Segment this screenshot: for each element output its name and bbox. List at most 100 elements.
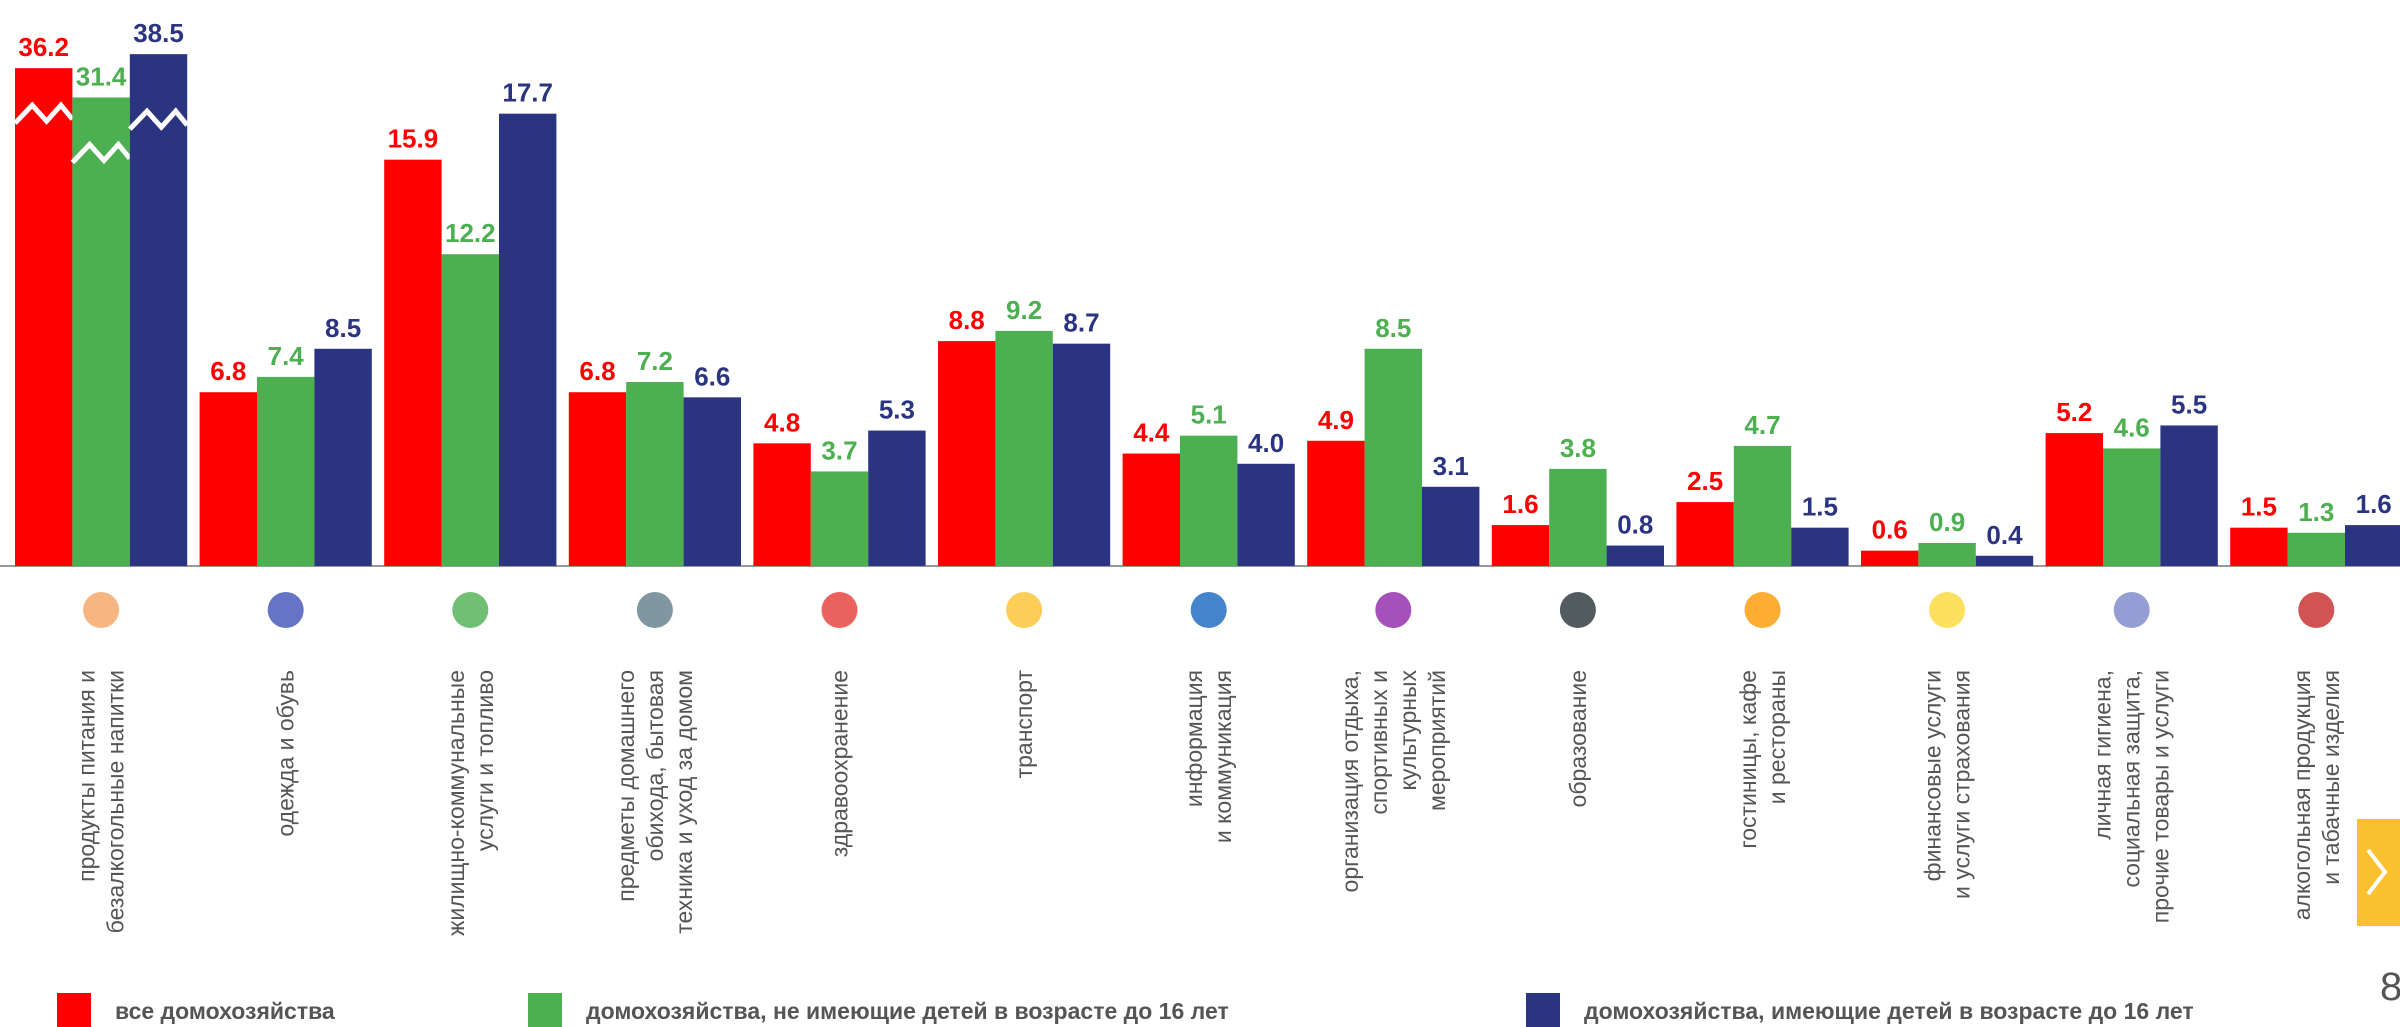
value-label: 1.6 xyxy=(1502,489,1538,519)
value-label: 3.8 xyxy=(1560,433,1596,463)
category-label: безалкогольные напитки xyxy=(103,670,129,933)
legend-swatch xyxy=(528,993,562,1027)
value-label: 8.7 xyxy=(1063,308,1099,338)
category-label: услуги и топливо xyxy=(472,670,498,851)
value-label: 3.1 xyxy=(1433,451,1469,481)
bar xyxy=(1734,446,1791,566)
category-label: алкогольная продукция xyxy=(2289,670,2315,920)
category-label: обихода, бытовая xyxy=(642,670,668,861)
category-label: и услуги страхования xyxy=(1949,670,1975,899)
value-label: 5.3 xyxy=(879,395,915,425)
category-label: предметы домашнего xyxy=(613,670,639,902)
category-label: и коммуникация xyxy=(1210,670,1236,843)
category-label: техника и уход за домом xyxy=(671,670,697,934)
value-label: 1.5 xyxy=(2241,492,2277,522)
value-label: 6.6 xyxy=(694,361,730,391)
nav-arrow-box[interactable] xyxy=(2357,819,2400,926)
value-label: 0.4 xyxy=(1986,520,2023,550)
value-label: 7.4 xyxy=(268,341,305,371)
value-label: 15.9 xyxy=(388,124,439,154)
value-label: 7.2 xyxy=(637,346,673,376)
bar xyxy=(2288,533,2345,566)
bar xyxy=(1861,551,1918,566)
category-icon xyxy=(452,592,488,628)
value-label: 17.7 xyxy=(502,78,553,108)
bar xyxy=(1237,464,1294,566)
bar xyxy=(130,54,187,566)
bar xyxy=(938,341,995,566)
value-label: 4.9 xyxy=(1318,405,1354,435)
bar xyxy=(72,97,129,566)
value-label: 5.1 xyxy=(1191,400,1227,430)
category-label: транспорт xyxy=(1011,670,1037,779)
bar xyxy=(2103,448,2160,566)
bar xyxy=(442,254,499,566)
value-label: 4.6 xyxy=(2114,412,2150,442)
category-label: продукты питания и xyxy=(74,670,100,882)
value-label: 0.8 xyxy=(1617,510,1653,540)
bar xyxy=(1918,543,1975,566)
value-label: 8.5 xyxy=(1375,313,1411,343)
category-label: жилищно-коммунальные xyxy=(443,670,469,936)
category-label: информация xyxy=(1181,670,1207,807)
value-label: 4.8 xyxy=(764,407,800,437)
bar xyxy=(1123,454,1180,566)
legend-label: домохозяйства, имеющие детей в возрасте … xyxy=(1584,998,2194,1024)
bar xyxy=(1976,556,2033,566)
value-label: 9.2 xyxy=(1006,295,1042,325)
value-label: 2.5 xyxy=(1687,466,1723,496)
value-label: 5.5 xyxy=(2171,389,2207,419)
value-label: 38.5 xyxy=(133,18,184,48)
value-label: 36.2 xyxy=(18,32,69,62)
bar xyxy=(257,377,314,566)
bar xyxy=(684,397,741,566)
category-label: спортивных и xyxy=(1366,670,1392,815)
value-label: 4.4 xyxy=(1133,418,1170,448)
legend-label: домохозяйства, не имеющие детей в возрас… xyxy=(586,998,1229,1024)
bar xyxy=(1422,487,1479,566)
category-icon xyxy=(1006,592,1042,628)
category-label: образование xyxy=(1565,670,1591,807)
value-label: 1.5 xyxy=(1802,492,1838,522)
category-icon xyxy=(2298,592,2334,628)
category-label: гостиницы, кафе xyxy=(1735,670,1761,849)
category-label: организация отдыха, xyxy=(1337,670,1363,892)
bar xyxy=(569,392,626,566)
category-icon xyxy=(1745,592,1781,628)
legend-swatch xyxy=(57,993,91,1027)
bar xyxy=(2160,425,2217,566)
category-label: социальная защита, xyxy=(2119,670,2145,888)
bar xyxy=(1492,525,1549,566)
legend-label: все домохозяйства xyxy=(115,998,335,1024)
category-icon xyxy=(2114,592,2150,628)
bar xyxy=(626,382,683,566)
category-label: и табачные изделия xyxy=(2318,670,2344,885)
bar xyxy=(2345,525,2400,566)
bar xyxy=(15,68,72,566)
value-label: 0.6 xyxy=(1872,515,1908,545)
value-label: 6.8 xyxy=(210,356,246,386)
category-label: мероприятий xyxy=(1424,670,1450,811)
category-icon xyxy=(1929,592,1965,628)
bar xyxy=(1549,469,1606,566)
category-label: и рестораны xyxy=(1764,670,1790,804)
chart: 8 36.231.438.5продукты питания ибезалког… xyxy=(0,0,2400,1027)
category-icon xyxy=(268,592,304,628)
value-label: 6.8 xyxy=(579,356,615,386)
bar xyxy=(1053,344,1110,566)
category-icon xyxy=(822,592,858,628)
bar xyxy=(1180,436,1237,566)
bar xyxy=(1791,528,1848,566)
category-label: прочие товары и услуги xyxy=(2148,670,2174,923)
bar xyxy=(200,392,257,566)
legend-swatch xyxy=(1526,993,1560,1027)
bar xyxy=(1676,502,1733,566)
bar xyxy=(995,331,1052,566)
category-icon xyxy=(83,592,119,628)
value-label: 4.0 xyxy=(1248,428,1284,458)
bar xyxy=(868,431,925,566)
bar xyxy=(753,443,810,566)
value-label: 0.9 xyxy=(1929,507,1965,537)
category-label: финансовые услуги xyxy=(1920,670,1946,881)
category-icon xyxy=(1560,592,1596,628)
